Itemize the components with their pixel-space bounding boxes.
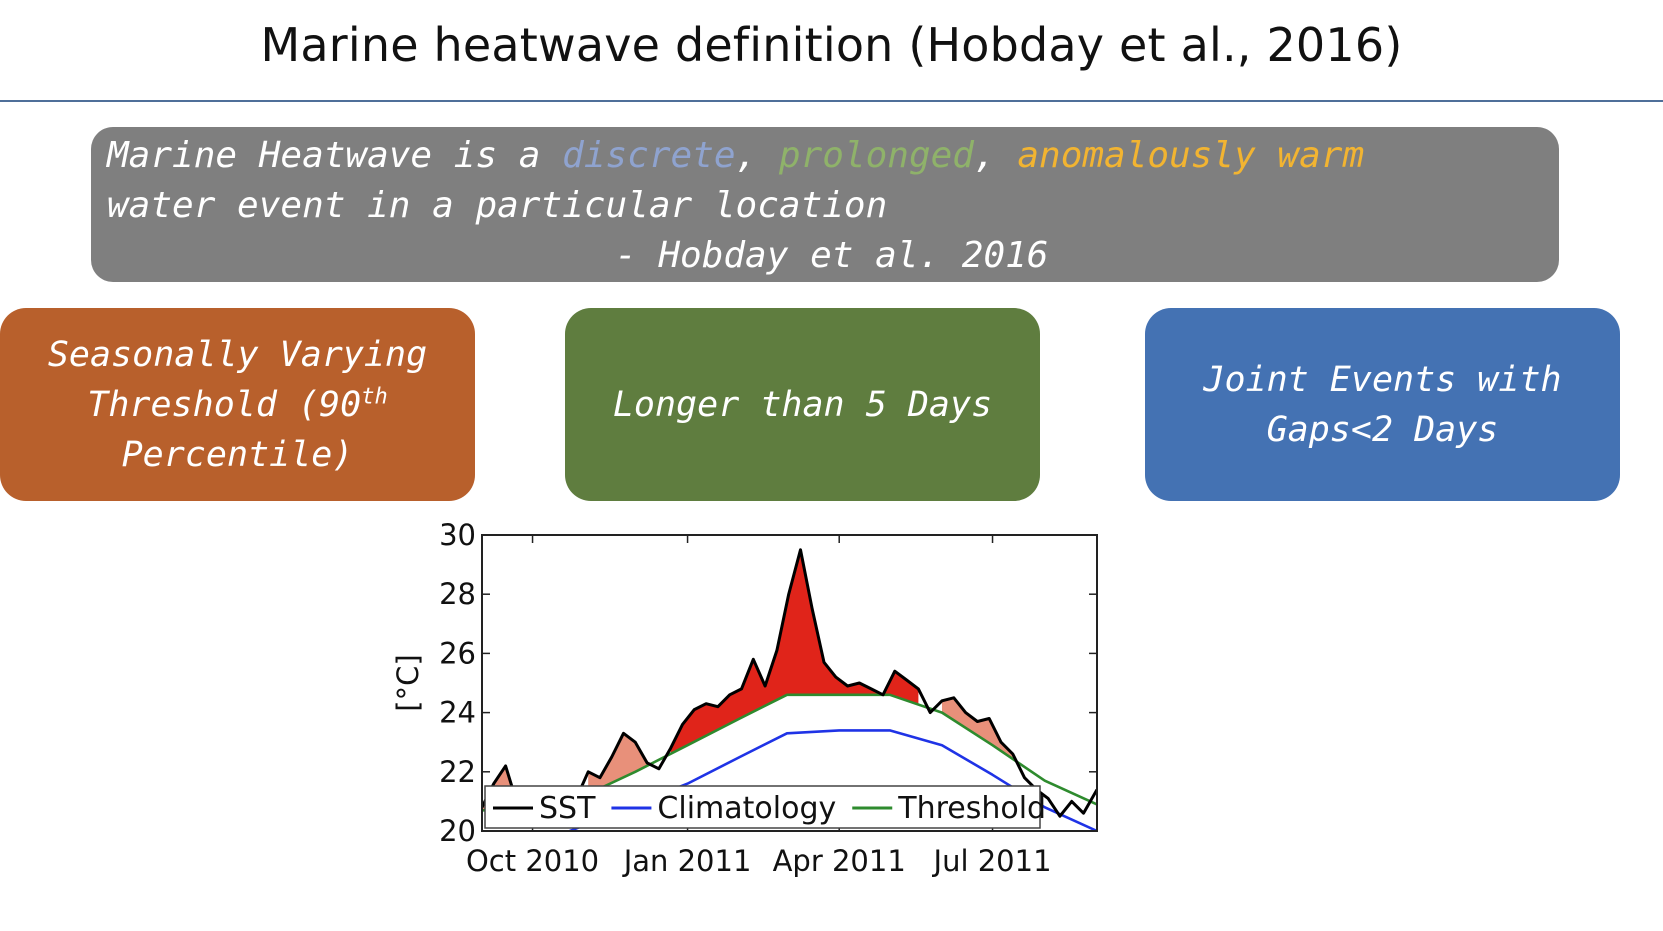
heatwave-event-fill xyxy=(942,697,1013,759)
heatwave-event-fill xyxy=(670,549,919,754)
sst-chart: 20 22 24 26 28 30 Oct 2010 Jan 2011 Apr 2011 Jul … xyxy=(391,520,1098,878)
y-tick-label: 24 xyxy=(439,696,476,730)
criterion-joint-line-1: Joint Events with xyxy=(1203,359,1562,400)
legend-frame xyxy=(484,785,1041,829)
criterion-threshold-superscript: th xyxy=(361,383,388,409)
definition-word-anomalous: anomalously warm xyxy=(1017,135,1365,176)
criterion-joint-line-2: Gaps<2 Days xyxy=(1266,409,1499,450)
criterion-threshold-line-2: Threshold (90 xyxy=(87,384,362,425)
legend-label-threshold: Threshold xyxy=(897,791,1046,826)
heatwave-fill-layer xyxy=(482,549,1013,811)
definition-separator: , xyxy=(973,135,1018,176)
series-line-sst xyxy=(482,548,1097,818)
y-tick-label: 20 xyxy=(439,814,476,848)
definition-line-1: Marine Heatwave is a discrete, prolonged… xyxy=(107,131,1559,181)
definition-line-2: water event in a particular location xyxy=(107,185,888,226)
x-tick-label: Oct 2010 xyxy=(466,844,599,878)
chart-legend: SST Climatology Threshold xyxy=(484,785,1046,829)
criterion-threshold-line-3: Percentile) xyxy=(121,434,354,475)
legend-label-climatology: Climatology xyxy=(657,791,836,826)
y-axis-label: [°C] xyxy=(391,654,425,711)
y-tick-label: 26 xyxy=(439,636,476,670)
title-divider xyxy=(0,100,1663,102)
plot-frame xyxy=(481,534,1098,832)
x-tick-label: Jul 2011 xyxy=(932,844,1052,878)
definition-word-prolonged: prolonged xyxy=(778,135,974,176)
criterion-joint-events-box: Joint Events with Gaps<2 Days xyxy=(1145,308,1620,501)
criterion-duration-box: Longer than 5 Days xyxy=(565,308,1040,501)
legend-label-sst: SST xyxy=(539,791,596,826)
criterion-duration-text: Longer than 5 Days xyxy=(612,384,993,425)
definition-separator: , xyxy=(735,135,779,176)
criterion-threshold-text: Seasonally Varying Threshold (90th Perce… xyxy=(48,330,427,480)
x-tick-label: Jan 2011 xyxy=(622,844,752,878)
x-tick-label: Apr 2011 xyxy=(773,844,906,878)
definition-citation: - Hobday et al. 2016 xyxy=(615,235,1049,276)
y-tick-label: 30 xyxy=(439,520,476,552)
slide-title: Marine heatwave definition (Hobday et al… xyxy=(260,18,1403,72)
axes-layer: 20 22 24 26 28 30 Oct 2010 Jan 2011 Apr 2011 Jul … xyxy=(391,520,1098,878)
y-tick-label: 22 xyxy=(439,755,476,789)
definition-word-discrete: discrete xyxy=(562,135,736,176)
criterion-joint-text: Joint Events with Gaps<2 Days xyxy=(1203,355,1561,455)
heatwave-event-fill xyxy=(588,733,648,794)
criterion-threshold-box: Seasonally Varying Threshold (90th Perce… xyxy=(0,308,475,501)
criterion-threshold-line-1: Seasonally Varying xyxy=(47,334,428,375)
y-tick-label: 28 xyxy=(439,577,476,611)
definition-box: Marine Heatwave is a discrete, prolonged… xyxy=(91,127,1559,282)
definition-text-start: Marine Heatwave is a xyxy=(107,135,563,176)
